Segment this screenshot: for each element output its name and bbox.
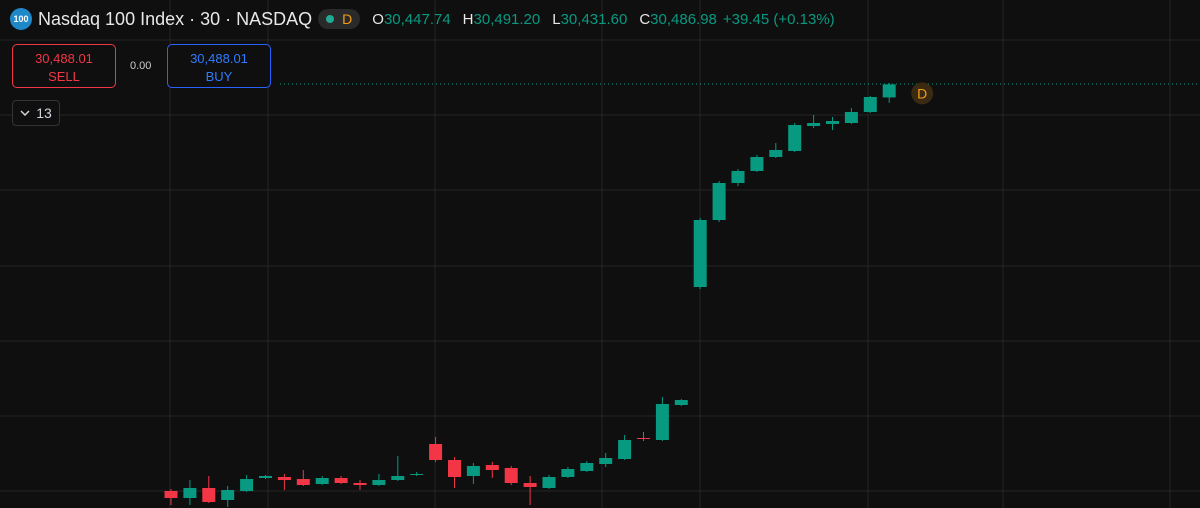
buy-label: BUY [205,69,233,84]
candle-body [277,477,291,480]
sell-button[interactable]: 30,488.01 SELL [12,44,116,88]
ohlc-key: C [639,10,651,28]
indicators-count: 13 [36,105,52,121]
candle-body [240,479,254,491]
candle-body [523,483,537,487]
ohlc-key: L [552,10,561,28]
candle-body [561,469,575,477]
candle-body [221,490,235,500]
candle-body [637,438,650,439]
candle-body [618,440,632,459]
candle-body [334,478,348,483]
candle-body [542,477,556,488]
candle-body [429,444,443,460]
symbol-icon: 100 [10,8,32,30]
sell-label: SELL [48,69,80,84]
candle-body [315,478,329,484]
candle-body [788,125,802,151]
chevron [20,110,30,116]
ohlc-key: H [462,10,474,28]
candle-body [674,400,688,405]
sell-price: 30,488.01 [35,51,93,66]
candle-body [183,488,197,498]
candle-body [844,112,858,123]
ohlc-value: 30,491.20 [473,10,541,28]
candle-body [863,97,877,112]
candle-body [655,404,669,440]
candle-body [731,171,745,183]
buy-price: 30,488.01 [190,51,248,66]
candle-body [391,476,405,480]
spread: 0.00 [130,60,152,72]
header: 100 Nasdaq 100 Index · 30 · NASDAQ D O30… [10,8,835,30]
status-pill[interactable]: D [318,9,361,29]
ohlc-value: 30,431.60 [560,10,628,28]
candle-body [750,157,764,171]
candle-body [353,483,367,485]
candle-body [410,474,424,475]
candle-body [693,220,707,287]
ohlc-value: 30,486.98 [650,10,717,28]
indicators-toggle[interactable]: 13 [12,100,60,126]
ohlc-key: O [372,10,384,28]
change: +39.45 (+0.13%) [722,10,835,28]
candle-body [296,479,310,485]
candle-body [769,150,783,157]
candle-body [580,463,594,471]
annotation-label: D [917,85,927,101]
annotation-marker [911,82,934,105]
candle-body [826,121,839,124]
ohlc-value: 30,447.74 [383,10,451,28]
buy-button[interactable]: 30,488.01 BUY [167,44,271,88]
candle-body [712,183,726,220]
candle-body [372,480,386,485]
candle-body [466,466,480,476]
candle-body [807,123,821,126]
candle-body [599,458,613,464]
candle-body [485,465,499,470]
candle-body [259,476,272,478]
symbol-title[interactable]: Nasdaq 100 Index · 30 · NASDAQ [38,8,313,29]
candle-body [448,460,461,477]
candle-body [164,491,178,498]
candle-body [882,84,896,98]
candle-body [202,488,216,502]
badge: D [342,11,353,27]
status-dot [326,15,335,23]
candle-body [504,468,518,483]
